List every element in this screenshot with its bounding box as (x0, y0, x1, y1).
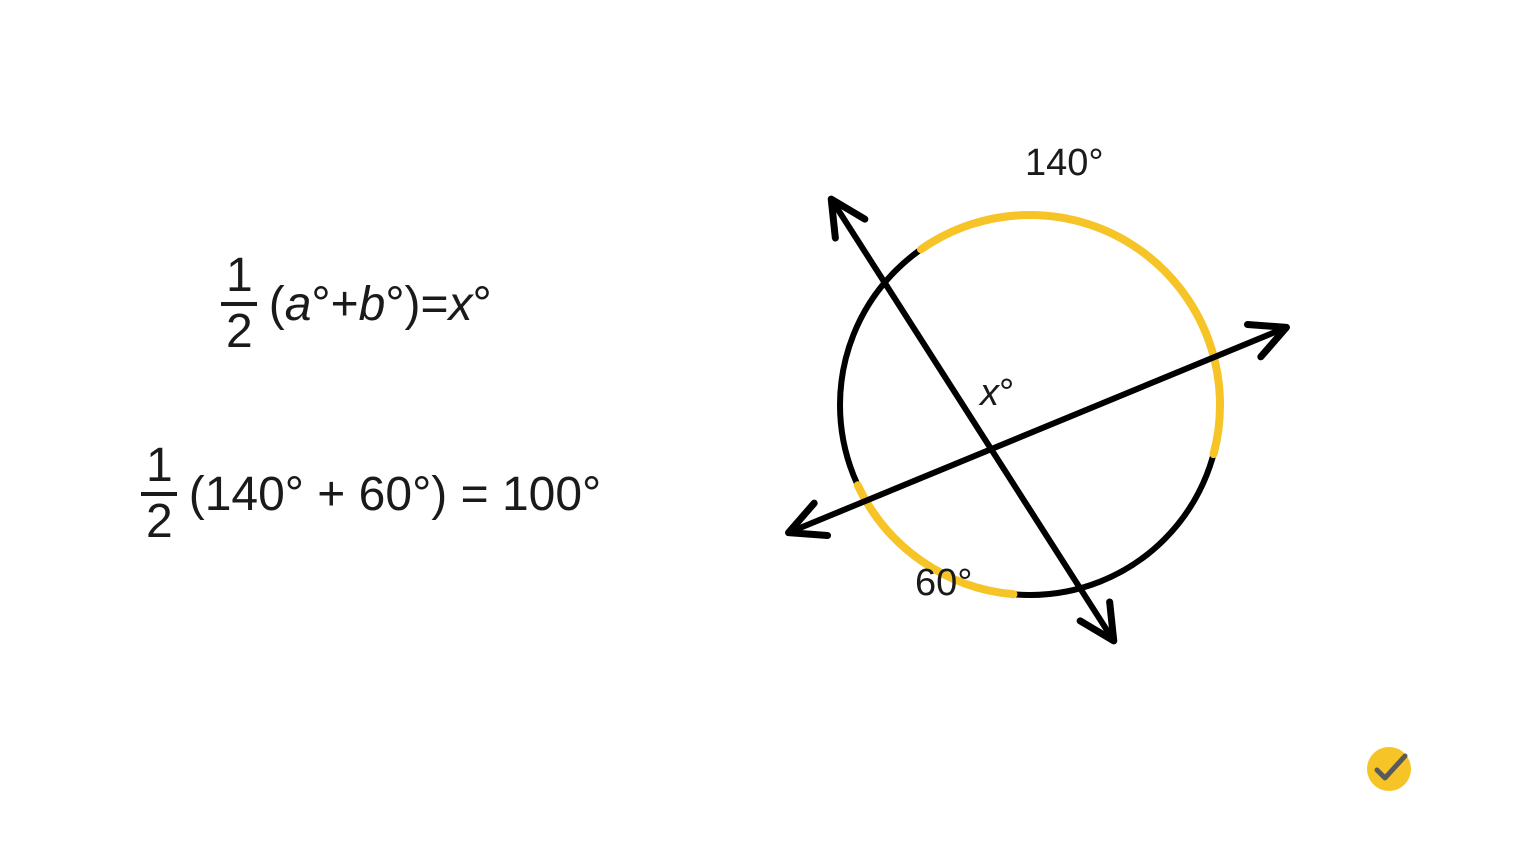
formula1-var-a: a (285, 277, 312, 332)
check-badge-svg (1364, 744, 1414, 794)
fraction-denominator-2: 2 (140, 496, 179, 548)
diagram-svg (770, 130, 1290, 650)
circle-diagram: 140° 60° x° (770, 130, 1290, 650)
fraction-numerator-2: 1 (140, 440, 179, 492)
label-arc-bottom-text: 60° (915, 562, 972, 604)
fraction-one-half: 1 2 (220, 250, 259, 358)
label-angle-x-var: x (980, 372, 999, 414)
formula1-paren-close: ) (405, 277, 421, 332)
label-angle-x-deg: ° (999, 372, 1014, 414)
formula-2: 1 2 (140° + 60°) = 100° (140, 440, 601, 548)
formula1-deg2: ° (385, 277, 404, 332)
label-arc-top-text: 140° (1025, 142, 1104, 184)
check-badge-icon (1364, 744, 1414, 794)
label-arc-top: 140° (1025, 142, 1104, 185)
formula-1: 1 2 ( a ° + b ° ) = x ° (220, 250, 492, 358)
label-arc-bottom: 60° (915, 562, 972, 605)
chord-1 (795, 330, 1280, 530)
formula1-paren-open: ( (269, 277, 285, 332)
label-angle-x: x° (980, 372, 1014, 415)
formula1-deg3: ° (473, 277, 492, 332)
fraction-denominator: 2 (220, 306, 259, 358)
stage: 1 2 ( a ° + b ° ) = x ° 1 2 (140° + 60°)… (0, 0, 1536, 864)
formula1-var-b: b (359, 277, 386, 332)
formula1-deg1: ° (311, 277, 330, 332)
formula1-var-x: x (449, 277, 473, 332)
formula1-plus: + (331, 277, 359, 332)
formula2-body: (140° + 60°) = 100° (189, 467, 602, 522)
fraction-one-half-2: 1 2 (140, 440, 179, 548)
formula1-eq: = (421, 277, 449, 332)
fraction-numerator: 1 (220, 250, 259, 302)
